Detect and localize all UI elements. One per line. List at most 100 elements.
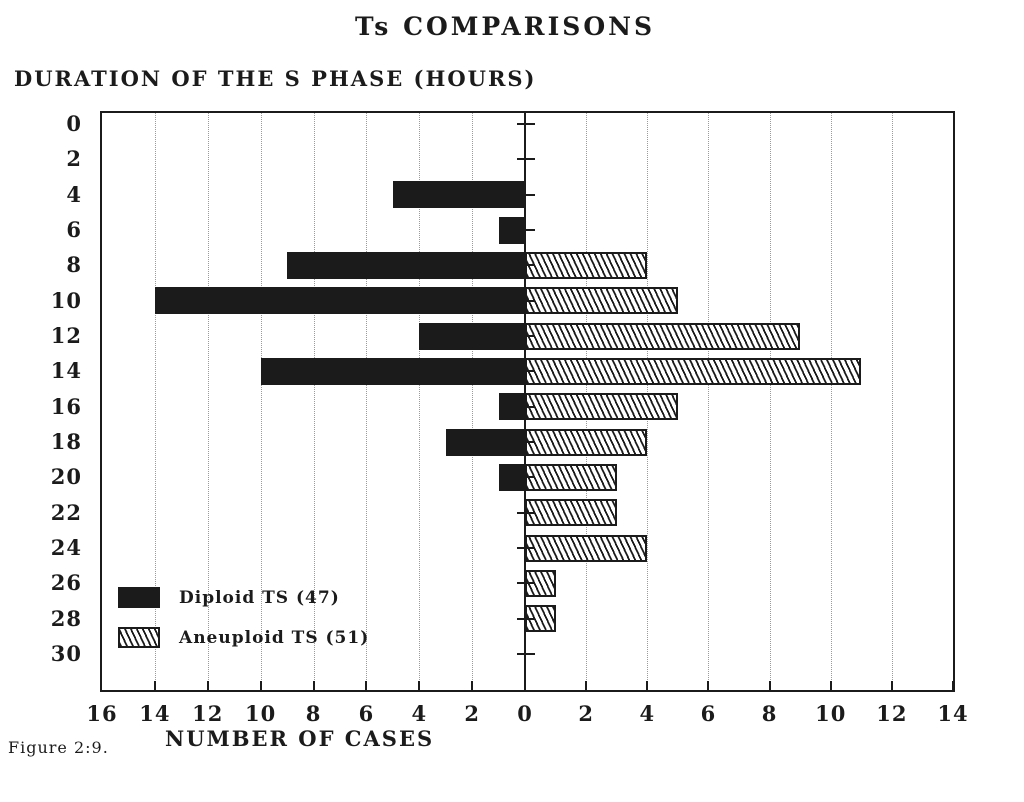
legend-label-aneuploid: Aneuploid TS (51) <box>179 627 370 648</box>
bar-aneuploid-12h <box>525 322 801 350</box>
axis-row-tick-16h <box>517 405 535 408</box>
gridline-left-8 <box>313 113 315 690</box>
y-tick-label-30: 30 <box>50 641 82 666</box>
bar-aneuploid-18h <box>525 428 648 456</box>
bar-diploid-12h <box>419 322 525 350</box>
chart-title: Ts COMPARISONS <box>354 12 656 41</box>
gridline-left-2 <box>472 113 474 690</box>
bar-aneuploid-10h <box>525 287 678 315</box>
bar-diploid-14h <box>260 357 525 385</box>
y-tick-label-22: 22 <box>50 499 82 525</box>
gridline-left-14 <box>154 113 156 690</box>
figure-caption: Figure 2:9. <box>8 738 109 757</box>
gridline-left-12 <box>207 113 209 690</box>
legend-item-diploid: Diploid TS (47) <box>118 587 369 608</box>
gridline-right-12 <box>891 113 893 690</box>
x-tick-right-4 <box>646 681 649 690</box>
axis-row-tick-30h <box>517 653 535 655</box>
bar-aneuploid-14h <box>525 357 862 385</box>
axis-row-tick-12h <box>517 335 535 337</box>
bar-diploid-10h <box>154 287 525 315</box>
bar-aneuploid-24h <box>525 534 648 562</box>
y-tick-label-26: 26 <box>50 570 82 596</box>
y-tick-label-24: 24 <box>50 535 82 560</box>
y-axis-title: DURATION OF THE S PHASE (HOURS) <box>14 66 537 91</box>
x-tick-label-left-6: 6 <box>358 701 375 726</box>
x-tick-label-left-16: 16 <box>86 701 118 726</box>
x-tick-label-left-10: 10 <box>245 701 277 726</box>
x-tick-right-12 <box>890 681 893 690</box>
x-tick-right-2 <box>585 681 588 690</box>
bar-diploid-4h <box>392 181 525 209</box>
x-tick-left-6 <box>365 681 368 690</box>
y-tick-label-20: 20 <box>50 464 82 490</box>
x-tick-right-10 <box>829 681 832 690</box>
gridline-left-4 <box>419 113 421 690</box>
axis-row-tick-22h <box>517 511 535 514</box>
x-tick-label-left-0: 0 <box>517 701 533 726</box>
x-tick-label-right-6: 6 <box>700 701 717 726</box>
y-tick-label-14: 14 <box>50 358 82 384</box>
x-tick-left-8 <box>312 681 315 690</box>
y-tick-label-16: 16 <box>50 393 82 419</box>
x-tick-label-left-8: 8 <box>305 701 322 726</box>
x-tick-left-12 <box>206 681 209 690</box>
axis-row-tick-26h <box>517 582 535 585</box>
y-tick-label-8: 8 <box>66 252 82 278</box>
axis-row-tick-8h <box>517 264 535 267</box>
legend-label-diploid: Diploid TS (47) <box>179 587 340 608</box>
bar-aneuploid-8h <box>525 251 648 279</box>
axis-row-tick-4h <box>517 193 535 196</box>
bar-aneuploid-20h <box>525 463 617 491</box>
x-tick-label-left-4: 4 <box>411 701 428 726</box>
y-tick-label-12: 12 <box>50 323 82 348</box>
plot-area: Diploid TS (47) Aneuploid TS (51) <box>100 111 955 692</box>
y-tick-label-18: 18 <box>50 429 82 454</box>
x-tick-label-left-14: 14 <box>139 701 171 726</box>
y-tick-label-6: 6 <box>66 217 82 242</box>
axis-row-tick-18h <box>517 441 535 443</box>
axis-row-tick-24h <box>517 547 535 549</box>
axis-row-tick-0h <box>517 123 535 125</box>
gridline-left-10 <box>260 113 262 690</box>
y-tick-label-0: 0 <box>66 111 82 136</box>
x-tick-label-left-12: 12 <box>192 701 224 726</box>
axis-row-tick-20h <box>517 476 535 479</box>
gridline-right-10 <box>830 113 832 690</box>
x-tick-left-2 <box>471 681 474 690</box>
axis-row-tick-2h <box>517 158 535 161</box>
x-tick-right-6 <box>707 681 710 690</box>
diploid-swatch-icon <box>118 587 160 608</box>
gridline-right-6 <box>708 113 710 690</box>
bar-diploid-8h <box>287 251 525 279</box>
bar-aneuploid-22h <box>525 499 617 527</box>
bar-diploid-18h <box>445 428 525 456</box>
axis-row-tick-10h <box>517 299 535 302</box>
legend: Diploid TS (47) Aneuploid TS (51) <box>118 587 369 667</box>
bar-aneuploid-16h <box>525 393 678 421</box>
x-axis-title: NUMBER OF CASES <box>165 726 435 751</box>
x-tick-left-4 <box>418 681 421 690</box>
x-tick-label-right-12: 12 <box>876 701 908 726</box>
x-tick-label-right-2: 2 <box>578 701 594 726</box>
gridline-right-8 <box>769 113 771 690</box>
aneuploid-swatch-icon <box>118 627 160 648</box>
axis-row-tick-28h <box>517 617 535 620</box>
x-tick-label-right-8: 8 <box>761 701 778 726</box>
x-tick-right-8 <box>768 681 771 690</box>
y-tick-label-10: 10 <box>50 287 82 313</box>
gridline-left-6 <box>366 113 368 690</box>
y-tick-label-28: 28 <box>50 605 82 631</box>
x-tick-left-10 <box>259 681 262 690</box>
x-tick-label-right-14: 14 <box>937 701 969 726</box>
x-tick-left-14 <box>153 681 156 690</box>
y-tick-label-4: 4 <box>66 181 82 207</box>
x-tick-right-14 <box>952 681 954 690</box>
axis-row-tick-14h <box>517 370 535 373</box>
legend-item-aneuploid: Aneuploid TS (51) <box>118 627 369 648</box>
x-tick-label-right-4: 4 <box>639 701 656 726</box>
y-tick-label-2: 2 <box>66 146 82 172</box>
axis-row-tick-6h <box>517 229 535 231</box>
x-tick-label-right-10: 10 <box>815 701 847 726</box>
x-tick-label-left-2: 2 <box>464 701 480 726</box>
